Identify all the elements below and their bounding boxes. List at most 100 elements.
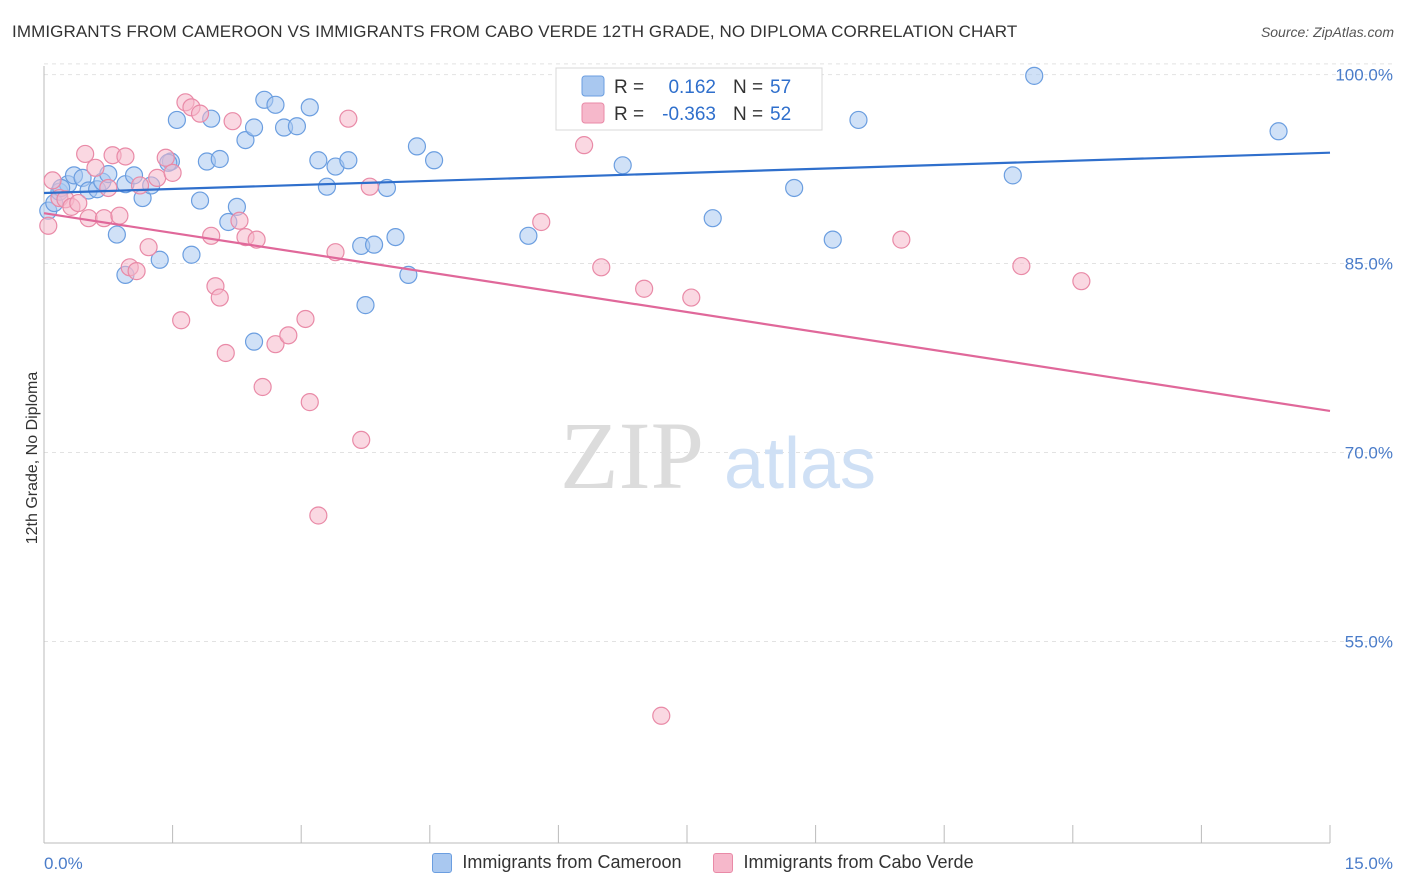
point-caboverde bbox=[300, 393, 319, 412]
legend-pink-n-label: N = bbox=[733, 104, 763, 125]
point-cameroon bbox=[287, 117, 307, 136]
point-caboverde bbox=[352, 430, 371, 450]
point-cameroon bbox=[167, 110, 186, 130]
point-caboverde bbox=[279, 326, 298, 345]
point-cameroon bbox=[182, 245, 201, 264]
legend-blue-n-label: N = bbox=[733, 77, 763, 98]
point-caboverde bbox=[202, 226, 221, 245]
grid-lines bbox=[44, 63, 1392, 642]
point-caboverde bbox=[163, 163, 182, 182]
y-tick-label: 85.0% bbox=[1345, 255, 1393, 274]
y-tick-label: 55.0% bbox=[1345, 632, 1393, 651]
point-cameroon bbox=[1025, 66, 1044, 85]
point-caboverde bbox=[592, 258, 611, 277]
chart-title: IMMIGRANTS FROM CAMEROON VS IMMIGRANTS F… bbox=[12, 22, 1018, 41]
point-cameroon bbox=[190, 191, 210, 210]
legend-label-caboverde: Immigrants from Cabo Verde bbox=[743, 852, 974, 872]
point-cameroon bbox=[150, 250, 169, 269]
legend-item-caboverde[interactable]: Immigrants from Cabo Verde bbox=[713, 852, 974, 873]
point-cameroon bbox=[107, 225, 126, 244]
legend-top: R = 0.162 N = 57 R = -0.363 N = 52 bbox=[555, 67, 823, 131]
point-cameroon bbox=[244, 332, 264, 351]
point-caboverde bbox=[339, 109, 358, 128]
legend-pink-r-value: -0.363 bbox=[662, 104, 716, 125]
point-caboverde bbox=[1072, 272, 1091, 291]
point-caboverde bbox=[230, 211, 249, 230]
point-caboverde bbox=[216, 343, 235, 363]
y-axis-label: 12th Grade, No Diploma bbox=[24, 372, 41, 545]
point-caboverde bbox=[110, 206, 129, 225]
point-caboverde bbox=[130, 176, 150, 195]
point-caboverde bbox=[532, 212, 551, 232]
point-caboverde bbox=[892, 230, 911, 249]
point-cameroon bbox=[317, 177, 337, 196]
y-tick-label: 100.0% bbox=[1335, 66, 1393, 85]
point-caboverde bbox=[360, 177, 379, 196]
watermark: ZIP atlas bbox=[560, 402, 876, 509]
trend-lines bbox=[43, 151, 1331, 413]
point-caboverde bbox=[247, 230, 266, 249]
point-cameroon bbox=[407, 137, 427, 156]
legend-item-cameroon[interactable]: Immigrants from Cameroon bbox=[432, 852, 681, 873]
point-caboverde bbox=[139, 238, 158, 257]
point-caboverde bbox=[76, 144, 95, 164]
point-caboverde bbox=[575, 136, 594, 155]
point-caboverde bbox=[296, 309, 315, 329]
legend-bottom: Immigrants from Cameroon Immigrants from… bbox=[0, 852, 1406, 873]
legend-label-cameroon: Immigrants from Cameroon bbox=[462, 852, 682, 872]
legend-blue-r-label: R = bbox=[614, 77, 644, 98]
legend-swatch-caboverde bbox=[713, 852, 734, 873]
legend-pink-swatch bbox=[581, 102, 605, 124]
point-cameroon bbox=[266, 95, 285, 114]
point-cameroon bbox=[1003, 166, 1022, 185]
point-caboverde bbox=[172, 311, 191, 330]
point-caboverde bbox=[652, 706, 671, 725]
point-caboverde bbox=[309, 506, 328, 525]
point-caboverde bbox=[116, 147, 135, 166]
axes bbox=[43, 66, 1331, 844]
point-caboverde bbox=[190, 104, 210, 123]
point-cameroon bbox=[300, 98, 319, 117]
point-cameroon bbox=[823, 230, 842, 249]
point-caboverde bbox=[266, 335, 285, 354]
legend-pink-r-label: R = bbox=[614, 104, 644, 125]
legend-blue-swatch bbox=[581, 75, 605, 97]
point-cameroon bbox=[424, 151, 444, 170]
point-cameroon bbox=[356, 296, 375, 315]
point-cameroon bbox=[613, 156, 632, 175]
point-cameroon bbox=[364, 235, 384, 254]
point-caboverde bbox=[682, 288, 701, 307]
point-cameroon bbox=[210, 149, 229, 169]
x-tick-label-left: 0.0% bbox=[44, 854, 83, 873]
point-caboverde bbox=[69, 193, 88, 213]
source-credit: Source: ZipAtlas.com bbox=[1260, 24, 1394, 40]
watermark-zip: ZIP bbox=[560, 402, 704, 509]
tick-labels: 100.0% 85.0% 70.0% 55.0% 0.0% 15.0% bbox=[44, 66, 1393, 873]
point-caboverde bbox=[223, 112, 242, 131]
point-caboverde bbox=[127, 262, 146, 281]
point-cameroon bbox=[339, 151, 358, 170]
trend-line-cameroon bbox=[43, 151, 1331, 195]
point-caboverde bbox=[43, 171, 62, 190]
point-cameroon bbox=[244, 118, 264, 137]
point-caboverde bbox=[635, 279, 654, 298]
legend-blue-n-value: 57 bbox=[770, 77, 791, 98]
watermark-atlas: atlas bbox=[724, 424, 876, 504]
point-caboverde bbox=[253, 377, 272, 397]
point-caboverde bbox=[148, 168, 167, 187]
point-caboverde bbox=[39, 216, 58, 235]
point-cameroon bbox=[309, 151, 328, 170]
point-caboverde bbox=[156, 148, 175, 167]
point-cameroon bbox=[1269, 122, 1288, 141]
y-tick-label: 70.0% bbox=[1345, 444, 1393, 463]
point-cameroon bbox=[236, 131, 255, 150]
point-caboverde bbox=[99, 178, 118, 198]
point-cameroon bbox=[519, 226, 538, 245]
trend-line-caboverde bbox=[43, 212, 1331, 413]
point-cameroon bbox=[849, 110, 868, 130]
point-cameroon bbox=[703, 209, 722, 228]
point-cameroon bbox=[785, 178, 804, 198]
legend-blue-r-value: 0.162 bbox=[668, 77, 716, 98]
point-caboverde bbox=[1012, 256, 1031, 276]
